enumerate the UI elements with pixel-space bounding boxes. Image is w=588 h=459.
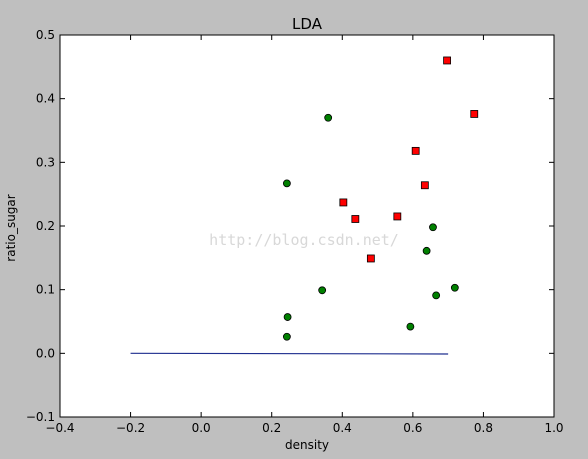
x-axis-label: density xyxy=(285,438,329,452)
circle-point xyxy=(450,283,459,292)
x-tick-label: 0.8 xyxy=(474,421,493,435)
y-axis-label: ratio_sugar xyxy=(4,194,18,261)
circle-point xyxy=(422,246,431,255)
y-tick-label: 0.5 xyxy=(36,28,55,42)
square-point xyxy=(351,215,360,223)
y-axis-ticks: −0.1 0.0 0.1 0.2 0.3 0.4 0.5 xyxy=(26,28,554,424)
y-tick-label: 0.4 xyxy=(36,92,55,106)
circle-point xyxy=(406,322,415,331)
x-tick-label: 0.6 xyxy=(403,421,422,435)
x-tick-label: 1.0 xyxy=(544,421,563,435)
square-point xyxy=(366,254,375,263)
circle-point xyxy=(282,332,291,341)
circle-point xyxy=(432,291,441,300)
circle-point xyxy=(429,223,437,232)
x-tick-label: 0.0 xyxy=(192,421,211,435)
x-axis-ticks: −0.4 −0.2 0.0 0.2 0.4 0.6 0.8 1.0 xyxy=(45,35,564,435)
projection-lines xyxy=(130,352,449,355)
circle-point xyxy=(283,313,292,321)
data-points xyxy=(282,56,479,341)
y-tick-label: 0.3 xyxy=(36,155,55,169)
circle-point xyxy=(318,286,327,295)
y-tick-label: −0.1 xyxy=(26,410,55,424)
x-tick-label: 0.4 xyxy=(333,421,352,435)
x-tick-label: 0.2 xyxy=(262,421,281,435)
chart-title: LDA xyxy=(292,15,323,33)
square-point xyxy=(443,56,451,65)
square-point xyxy=(420,181,429,190)
watermark: http://blog.csdn.net/ xyxy=(209,231,399,249)
projection-line xyxy=(130,352,449,355)
y-tick-label: 0.2 xyxy=(36,219,55,233)
square-point xyxy=(411,146,420,155)
circle-point xyxy=(324,113,333,122)
x-tick-label: −0.2 xyxy=(116,421,145,435)
circle-point xyxy=(282,179,291,188)
y-tick-label: 0.0 xyxy=(36,346,55,360)
square-point xyxy=(393,212,402,221)
square-point xyxy=(470,110,479,118)
x-tick-label: −0.4 xyxy=(45,421,74,435)
y-tick-label: 0.1 xyxy=(36,283,55,297)
square-point xyxy=(339,198,348,207)
plot-area xyxy=(60,35,554,417)
